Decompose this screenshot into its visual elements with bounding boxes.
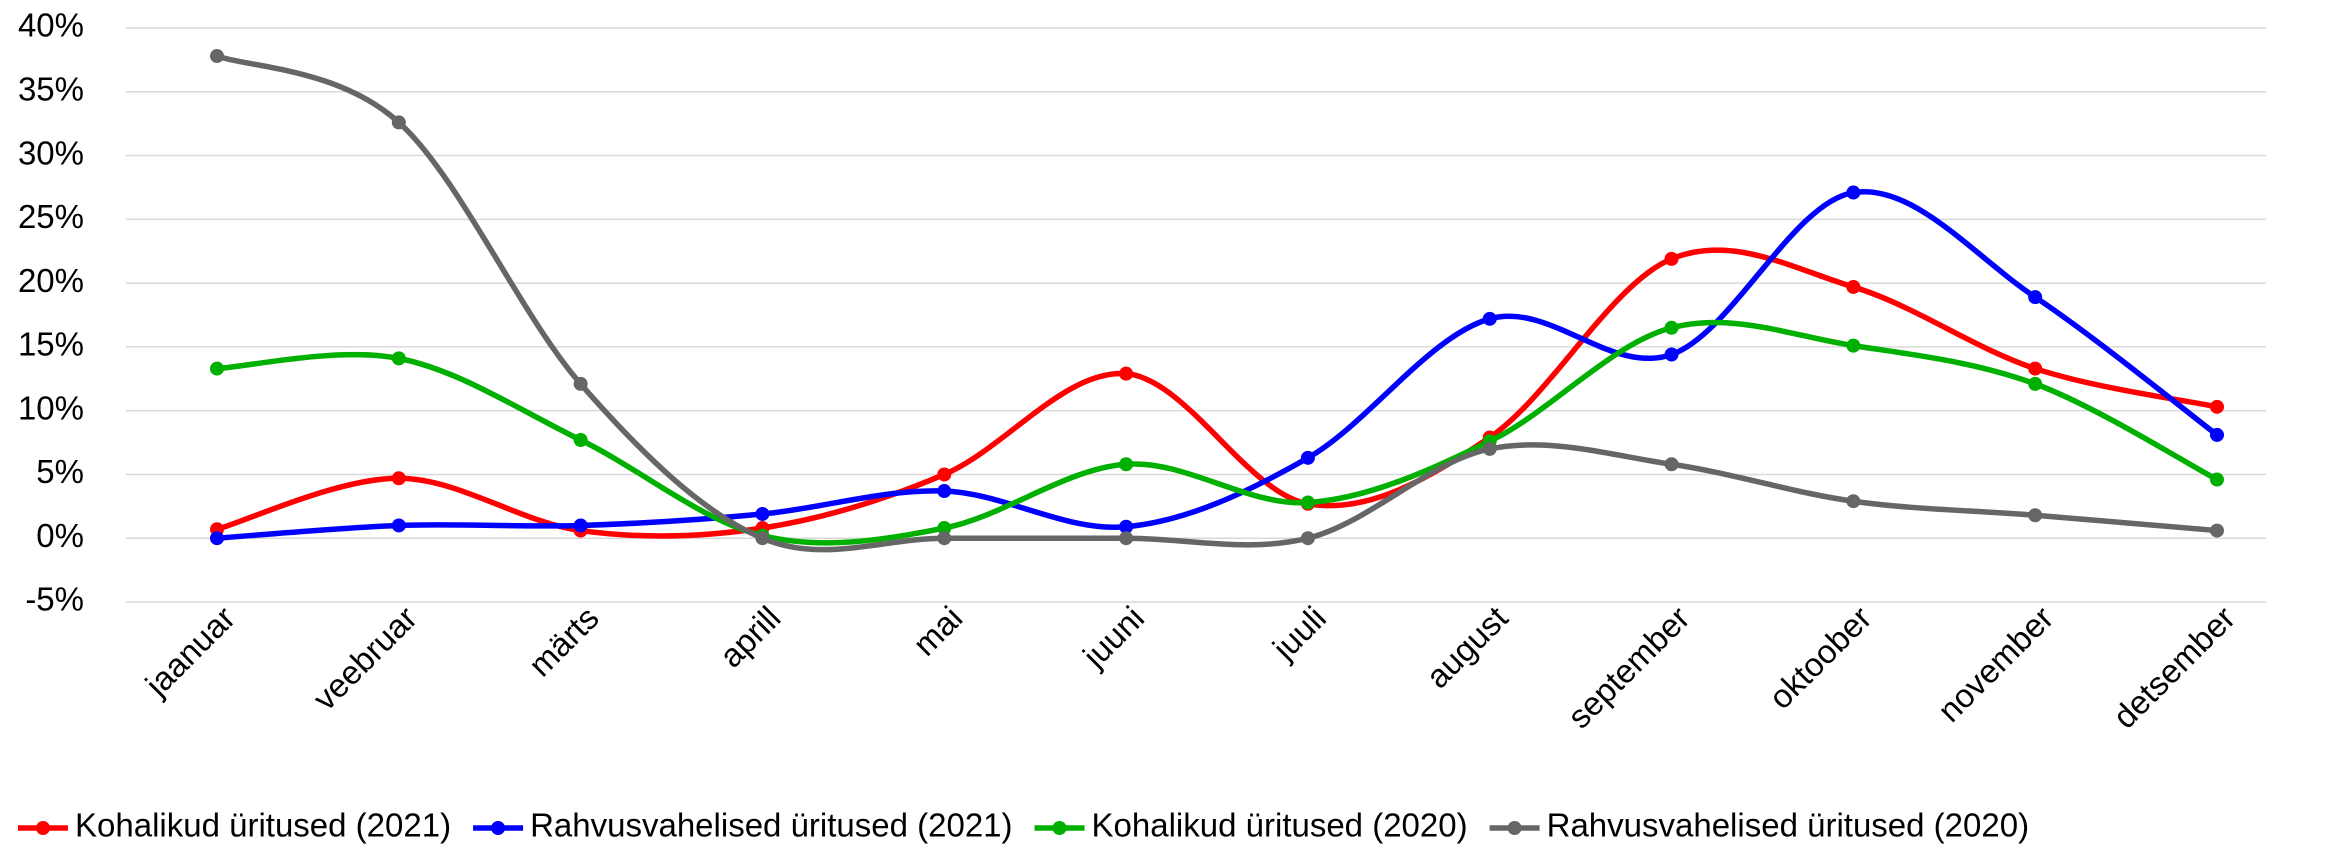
data-point: [755, 531, 770, 546]
data-point: [937, 467, 952, 482]
data-point: [937, 484, 952, 499]
data-point: [1482, 441, 1497, 456]
data-point: [1300, 495, 1315, 510]
y-tick-label: 0%: [36, 517, 84, 554]
y-tick-label: 25%: [18, 198, 84, 235]
data-point: [1846, 338, 1861, 353]
data-point: [391, 115, 406, 130]
y-tick-label: 35%: [18, 70, 84, 107]
data-point: [573, 376, 588, 391]
legend-label: Kohalikud üritused (2020): [1092, 807, 1468, 844]
x-tick-label: juuni: [1075, 599, 1151, 675]
data-point: [1300, 531, 1315, 546]
data-point: [1664, 251, 1679, 266]
data-point: [1664, 347, 1679, 362]
data-point: [2210, 399, 2224, 414]
data-point: [937, 521, 952, 536]
y-tick-label: 10%: [18, 389, 84, 426]
y-tick-label: -5%: [25, 581, 84, 618]
data-point: [1664, 457, 1679, 472]
y-tick-label: 30%: [18, 134, 84, 171]
legend-label: Rahvusvahelised üritused (2021): [530, 807, 1012, 844]
legend-marker: [491, 821, 506, 835]
data-point: [1846, 494, 1861, 509]
y-tick-label: 5%: [36, 453, 84, 490]
data-point: [2028, 508, 2043, 523]
x-tick-label: juuli: [1265, 599, 1333, 667]
x-tick-label: september: [1560, 599, 1696, 735]
data-point: [1119, 531, 1134, 546]
legend-marker: [36, 821, 50, 835]
series-line: [216, 319, 2219, 546]
data-point: [573, 518, 588, 533]
x-tick-label: jaanuar: [137, 599, 242, 704]
data-point: [1846, 279, 1861, 294]
y-tick-label: 40%: [18, 7, 84, 44]
legend-label: Rahvusvahelised üritused (2020): [1547, 807, 2029, 844]
legend-marker: [1052, 821, 1067, 835]
data-point: [2210, 427, 2224, 442]
data-point: [937, 531, 952, 546]
data-point: [1482, 311, 1497, 326]
data-point: [1119, 519, 1134, 534]
data-point: [2028, 376, 2043, 391]
x-tick-label: mai: [906, 599, 970, 663]
data-point: [2028, 361, 2043, 376]
x-tick-label: november: [1930, 599, 2060, 729]
data-point: [1119, 457, 1134, 472]
data-point: [1664, 320, 1679, 335]
data-point: [1846, 185, 1861, 200]
series-line: [216, 247, 2218, 539]
data-point: [391, 518, 406, 533]
x-tick-label: detsember: [2106, 599, 2242, 735]
y-tick-label: 15%: [18, 326, 84, 363]
x-tick-label: aprill: [712, 599, 787, 674]
data-point: [210, 361, 224, 376]
legend-marker: [1507, 821, 1522, 835]
data-point: [2210, 523, 2224, 538]
x-tick-label: august: [1419, 599, 1515, 695]
data-point: [1119, 366, 1134, 381]
data-point: [755, 506, 770, 521]
data-point: [2028, 290, 2043, 305]
data-point: [2210, 472, 2224, 487]
x-tick-label: veebruar: [306, 599, 424, 717]
data-point: [210, 531, 224, 546]
data-point: [391, 471, 406, 486]
data-point: [210, 49, 224, 64]
data-point: [573, 433, 588, 448]
y-tick-label: 20%: [18, 262, 84, 299]
data-point: [391, 351, 406, 366]
legend-label: Kohalikud üritused (2021): [75, 807, 451, 844]
data-point: [1300, 450, 1315, 465]
series-line: [216, 53, 2218, 553]
series-line: [216, 188, 2219, 541]
x-tick-label: märts: [521, 599, 605, 683]
x-tick-label: oktoober: [1761, 599, 1878, 716]
